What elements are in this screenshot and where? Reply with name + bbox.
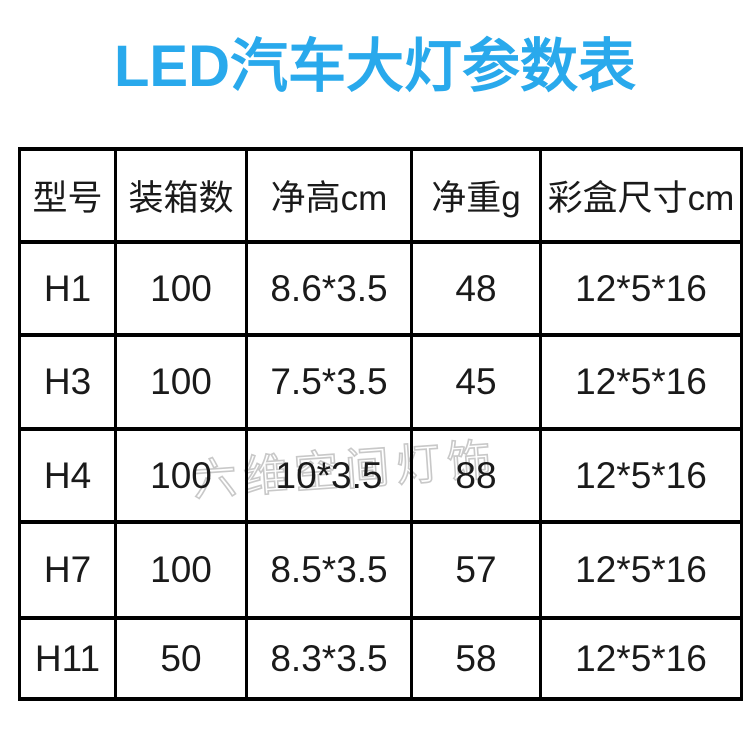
cell-net-weight: 58 [410,616,542,701]
cell-packing-qty: 100 [114,427,248,524]
table-row: H4 100 10*3.5 88 12*5*16 [18,427,743,524]
cell-packing-qty: 50 [114,616,248,701]
header-cell-packing-qty: 装箱数 [114,147,248,244]
cell-packing-qty: 100 [114,240,248,337]
header-cell-model: 型号 [18,147,117,244]
cell-model: H3 [18,333,117,431]
cell-net-weight: 45 [410,333,542,431]
table-row: H1 100 8.6*3.5 48 12*5*16 [18,240,743,337]
cell-packing-qty: 100 [114,520,248,620]
cell-net-height: 7.5*3.5 [245,333,413,431]
table-header-row: 型号 装箱数 净高cm 净重g 彩盒尺寸cm [18,147,743,244]
cell-net-weight: 48 [410,240,542,337]
page-title: LED汽车大灯参数表 [113,34,636,99]
cell-net-height: 10*3.5 [245,427,413,524]
cell-net-weight: 88 [410,427,542,524]
cell-box-size: 12*5*16 [539,427,743,524]
cell-net-height: 8.3*3.5 [245,616,413,701]
cell-model: H7 [18,520,117,620]
cell-net-height: 8.6*3.5 [245,240,413,337]
table-row: H7 100 8.5*3.5 57 12*5*16 [18,520,743,620]
cell-model: H11 [18,616,117,701]
cell-packing-qty: 100 [114,333,248,431]
header-cell-box-size: 彩盒尺寸cm [539,147,743,244]
header-cell-net-height: 净高cm [245,147,413,244]
cell-box-size: 12*5*16 [539,240,743,337]
cell-model: H4 [18,427,117,524]
cell-net-weight: 57 [410,520,542,620]
spec-table: 型号 装箱数 净高cm 净重g 彩盒尺寸cm H1 100 8.6*3.5 48… [18,147,743,701]
cell-box-size: 12*5*16 [539,333,743,431]
cell-net-height: 8.5*3.5 [245,520,413,620]
table-row: H3 100 7.5*3.5 45 12*5*16 [18,333,743,431]
header-cell-net-weight: 净重g [410,147,542,244]
table-row: H11 50 8.3*3.5 58 12*5*16 [18,616,743,701]
cell-box-size: 12*5*16 [539,520,743,620]
cell-model: H1 [18,240,117,337]
cell-box-size: 12*5*16 [539,616,743,701]
